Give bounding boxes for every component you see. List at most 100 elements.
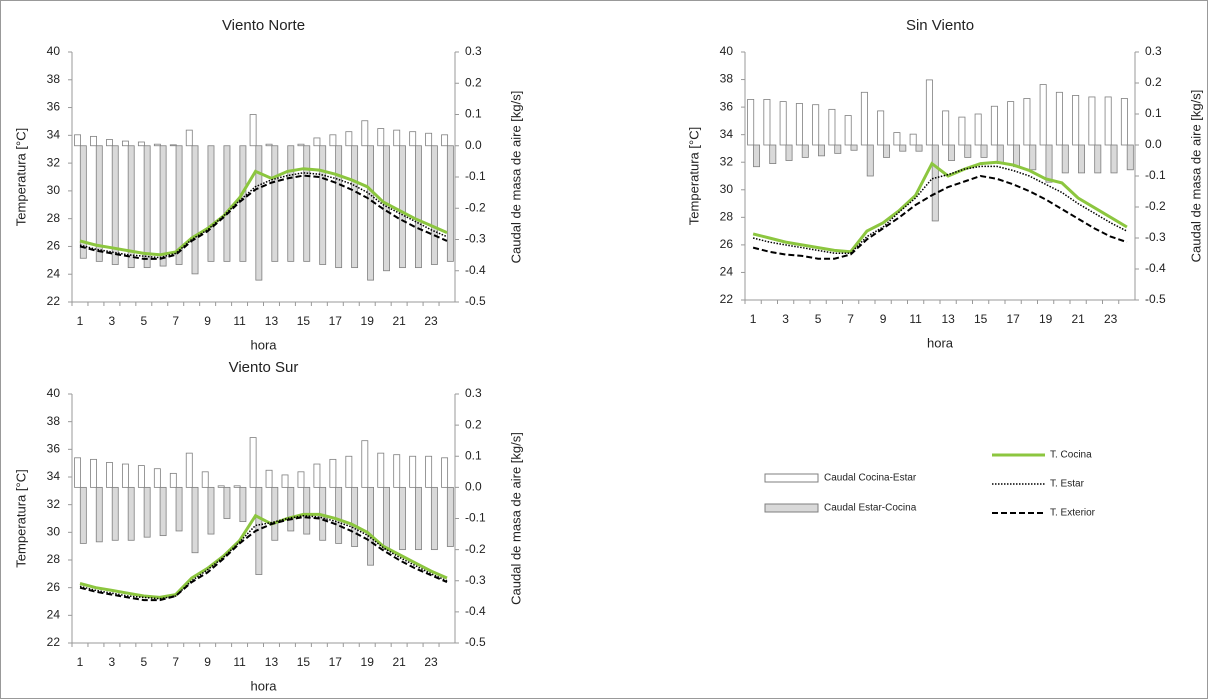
y-tick-label: 36 <box>47 100 61 114</box>
line <box>752 174 1128 260</box>
y2-axis-label: Caudal de masa de aire [kg/s] <box>508 432 523 605</box>
y-tick-label: 24 <box>720 265 734 279</box>
bar <box>393 129 401 147</box>
bar <box>801 144 809 158</box>
x-tick-label: 21 <box>392 314 406 328</box>
bar <box>281 474 289 488</box>
chart-title: Viento Sur <box>229 359 299 376</box>
chart-title: Sin Viento <box>906 17 974 34</box>
bar <box>1088 96 1096 146</box>
bar <box>74 457 81 488</box>
x-tick-label: 11 <box>233 314 246 328</box>
bar <box>915 144 923 152</box>
bar <box>893 132 901 146</box>
legend: Caudal Cocina-Estar Caudal Estar-Cocina T.… <box>764 450 1096 519</box>
y2-tick-label: -0.3 <box>465 232 486 246</box>
bar <box>159 145 167 267</box>
x-tick-label: 13 <box>265 655 279 669</box>
bar <box>153 468 161 488</box>
bar <box>287 486 295 532</box>
bar <box>430 145 438 265</box>
x-tick-label: 7 <box>172 655 179 669</box>
bar <box>931 144 939 222</box>
y-tick-label: 26 <box>720 237 734 251</box>
y-tick-label: 38 <box>47 72 61 86</box>
bar <box>828 108 836 146</box>
bar <box>958 116 966 146</box>
bar <box>980 144 988 158</box>
bar <box>335 486 343 544</box>
line <box>79 167 448 257</box>
bar <box>795 103 803 146</box>
legend-swatch <box>764 473 819 483</box>
bar <box>121 140 129 147</box>
x-tick-label: 1 <box>77 655 84 669</box>
bar <box>297 471 305 488</box>
bar <box>925 79 933 146</box>
y-tick-label: 38 <box>47 414 61 428</box>
y2-tick-label: 0.2 <box>465 75 482 89</box>
bar <box>143 486 151 538</box>
y-tick-label: 26 <box>47 580 61 594</box>
bar <box>1104 96 1112 146</box>
bar <box>1094 144 1102 174</box>
bar <box>377 452 385 488</box>
legend-label: Caudal Cocina-Estar <box>824 473 917 484</box>
bar <box>415 486 422 551</box>
bar <box>95 145 103 262</box>
y-tick-label: 32 <box>47 155 61 169</box>
bar <box>329 458 337 488</box>
legend-label: T. Exterior <box>1050 508 1096 519</box>
bar <box>185 452 193 488</box>
bar <box>249 114 257 147</box>
x-tick-label: 7 <box>847 312 854 326</box>
bar <box>185 129 193 147</box>
bar <box>111 486 119 541</box>
x-tick-label: 19 <box>1039 312 1053 326</box>
y2-tick-label: 0.0 <box>465 138 482 152</box>
y2-tick-label: -0.2 <box>465 200 486 214</box>
bar <box>393 454 401 488</box>
bar <box>909 133 917 146</box>
bar <box>127 486 135 541</box>
bar <box>79 145 87 259</box>
bar <box>446 145 454 262</box>
y2-tick-label: -0.5 <box>1145 292 1166 306</box>
bar <box>1045 144 1053 183</box>
x-axis-label: hora <box>927 335 954 350</box>
y-tick-label: 34 <box>720 127 734 141</box>
bar <box>377 128 385 147</box>
bar <box>191 486 199 554</box>
y2-tick-label: -0.1 <box>465 511 486 525</box>
x-tick-label: 15 <box>297 655 311 669</box>
y2-tick-label: 0.1 <box>1145 106 1162 120</box>
bar <box>990 105 998 146</box>
y2-tick-label: -0.2 <box>465 542 486 556</box>
x-tick-label: 9 <box>880 312 887 326</box>
bar <box>1120 98 1128 146</box>
y-tick-label: 40 <box>720 44 734 58</box>
x-tick-label: 17 <box>329 314 343 328</box>
bar <box>265 469 273 488</box>
bar <box>137 465 145 488</box>
bar <box>1007 101 1015 146</box>
y-axis-label: Temperatura [°C] <box>13 128 28 226</box>
bar <box>79 486 87 544</box>
bar <box>175 145 183 265</box>
bar <box>90 458 97 488</box>
y-tick-label: 28 <box>720 210 734 224</box>
bar <box>779 101 787 146</box>
bar <box>430 486 438 551</box>
legend-label: T. Cocina <box>1050 450 1092 461</box>
bar <box>106 139 113 147</box>
bar <box>207 486 215 535</box>
bar <box>1078 144 1086 174</box>
y2-tick-label: -0.3 <box>1145 230 1166 244</box>
bar <box>303 486 311 535</box>
bar <box>74 134 81 147</box>
y-tick-label: 26 <box>47 239 61 253</box>
line <box>79 172 448 259</box>
bar <box>1072 95 1080 146</box>
y-tick-label: 24 <box>47 608 61 622</box>
